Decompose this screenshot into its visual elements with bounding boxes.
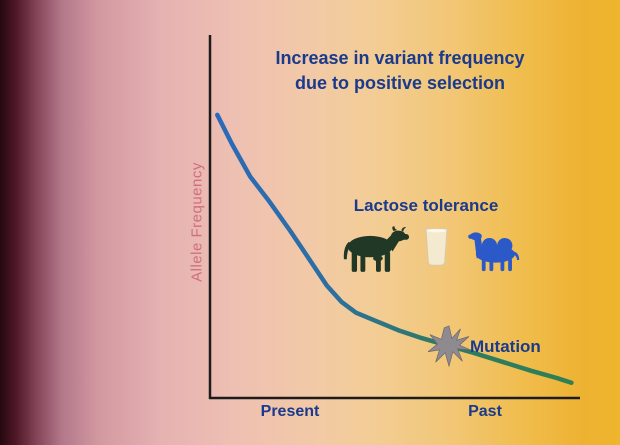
camel-icon (468, 232, 520, 272)
x-tick-present: Present (260, 403, 320, 420)
allele-frequency-line (215, 112, 574, 386)
lactose-tolerance-label: Lactose tolerance (353, 196, 499, 215)
milk-glass-icon (425, 228, 448, 266)
chart-title: Increase in variant frequency due to pos… (232, 46, 568, 96)
x-tick-past: Past (468, 403, 502, 420)
chart-title-line2: due to positive selection (294, 73, 506, 94)
y-axis-label: Allele Frequency (188, 162, 206, 282)
chart-title-line1: Increase in variant frequency (275, 48, 525, 68)
cow-icon (343, 226, 410, 272)
mutation-label: Mutation (470, 337, 541, 356)
mutation-burst-icon (428, 325, 471, 368)
